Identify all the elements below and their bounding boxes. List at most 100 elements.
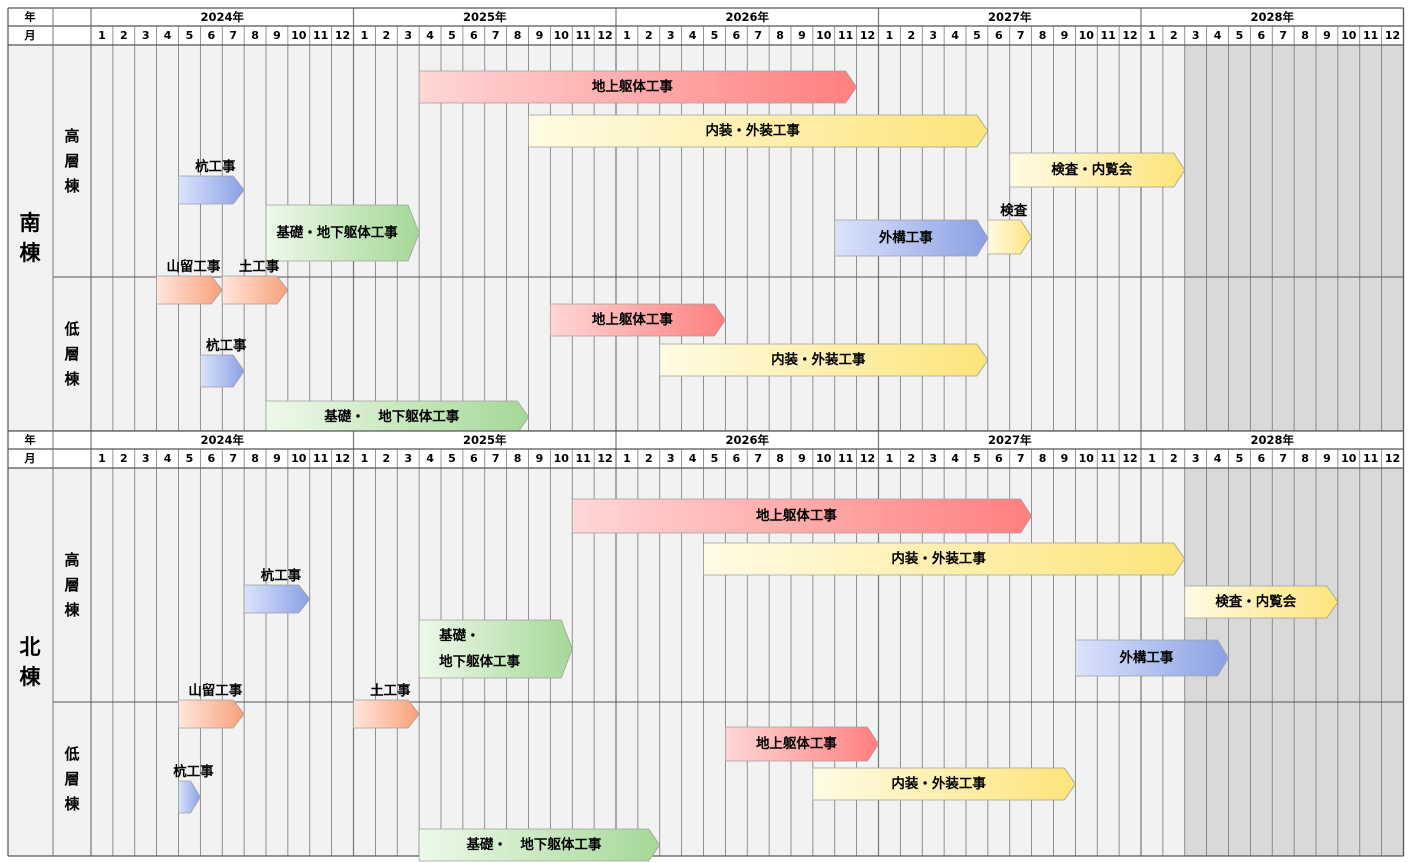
block-label: 高 xyxy=(64,551,79,569)
month-column xyxy=(616,468,638,856)
year-header-label: 年 xyxy=(25,10,36,24)
task-label: 土工事 xyxy=(239,258,280,275)
task-bar-shape[interactable] xyxy=(549,303,726,337)
block-label: 棟 xyxy=(64,370,80,388)
month-label: 2 xyxy=(645,452,653,465)
task-label: 検査 xyxy=(1000,202,1028,219)
task-label: 基礎・ 地下躯体工事 xyxy=(466,836,601,853)
task-bar-shape[interactable] xyxy=(1009,152,1186,188)
month-label: 7 xyxy=(492,29,500,42)
month-column xyxy=(287,468,310,856)
task-bar-shape[interactable] xyxy=(659,343,989,377)
task-bar[interactable]: 検査 xyxy=(987,202,1033,255)
month-label: 6 xyxy=(995,452,1003,465)
month-column xyxy=(244,45,266,431)
task-bar-shape[interactable] xyxy=(528,114,989,148)
task-bar-shape[interactable] xyxy=(724,726,879,762)
block-label: 層 xyxy=(64,345,79,363)
task-bar-shape[interactable] xyxy=(353,699,420,729)
month-label: 12 xyxy=(860,452,875,465)
month-label: 4 xyxy=(689,29,697,42)
task-bar-shape[interactable] xyxy=(571,498,1033,534)
task-bar[interactable]: 杭工事 xyxy=(178,158,245,205)
task-bar[interactable]: 地上躯体工事 xyxy=(724,726,879,762)
task-bar[interactable]: 山留工事 xyxy=(156,258,223,305)
year-label: 2027年 xyxy=(988,10,1032,24)
task-bar[interactable]: 地上躯体工事 xyxy=(571,498,1033,534)
year-label: 2024年 xyxy=(200,433,244,447)
year-header-label: 年 xyxy=(25,433,36,447)
month-label: 4 xyxy=(164,452,172,465)
task-bar[interactable]: 外構工事 xyxy=(1074,639,1229,677)
task-bar[interactable]: 検査・内覧会 xyxy=(1009,152,1186,188)
month-label: 12 xyxy=(597,29,612,42)
month-column xyxy=(1097,45,1120,431)
month-column xyxy=(91,45,113,431)
task-bar-shape[interactable] xyxy=(418,619,573,679)
task-bar[interactable]: 土工事 xyxy=(353,682,420,729)
task-bar[interactable]: 検査・内覧会 xyxy=(1184,585,1339,619)
task-bar-shape[interactable] xyxy=(243,584,311,614)
task-bar[interactable]: 地上躯体工事 xyxy=(418,70,858,104)
month-label: 11 xyxy=(313,452,328,465)
month-column xyxy=(1337,468,1360,856)
month-column xyxy=(331,468,354,856)
month-column xyxy=(441,45,463,431)
month-label: 6 xyxy=(470,452,478,465)
task-bar-shape[interactable] xyxy=(812,767,1076,801)
task-bar[interactable]: 杭工事 xyxy=(243,567,311,614)
month-column xyxy=(1316,468,1338,856)
task-bar[interactable]: 内装・外装工事 xyxy=(659,343,989,377)
task-bar[interactable]: 基礎・地下躯体工事 xyxy=(265,204,420,262)
month-label: 12 xyxy=(1122,452,1137,465)
task-bar-shape[interactable] xyxy=(156,275,223,305)
task-label: 地下躯体工事 xyxy=(439,653,520,670)
task-bar-shape[interactable] xyxy=(1074,639,1229,677)
task-bar[interactable]: 山留工事 xyxy=(178,682,245,729)
task-bar[interactable]: 基礎・ 地下躯体工事 xyxy=(418,828,661,862)
month-label: 11 xyxy=(1101,452,1116,465)
task-bar-shape[interactable] xyxy=(1184,585,1339,619)
task-bar-shape[interactable] xyxy=(987,219,1033,255)
task-bar[interactable]: 内装・外装工事 xyxy=(812,767,1076,801)
month-label: 6 xyxy=(995,29,1003,42)
block-label: 層 xyxy=(64,770,79,788)
task-bar[interactable]: 土工事 xyxy=(221,258,289,305)
month-column xyxy=(1184,45,1207,431)
task-bar-shape[interactable] xyxy=(265,204,420,262)
task-bar-shape[interactable] xyxy=(265,400,529,434)
month-label: 2 xyxy=(120,29,128,42)
month-label: 5 xyxy=(186,29,194,42)
task-bar-shape[interactable] xyxy=(178,175,245,205)
task-bar-shape[interactable] xyxy=(418,70,858,104)
task-label: 外構工事 xyxy=(879,229,933,246)
month-label: 5 xyxy=(711,452,719,465)
month-column xyxy=(244,468,266,856)
task-bar-shape[interactable] xyxy=(178,699,245,729)
month-column xyxy=(200,468,223,856)
task-bar-shape[interactable] xyxy=(178,780,201,814)
task-bar[interactable]: 外構工事 xyxy=(834,219,989,257)
month-label: 2 xyxy=(382,452,390,465)
task-label: 外構工事 xyxy=(1119,649,1173,666)
task-label: 杭工事 xyxy=(206,337,247,354)
task-bar[interactable]: 内装・外装工事 xyxy=(528,114,989,148)
month-label: 12 xyxy=(860,29,875,42)
task-bar-shape[interactable] xyxy=(418,828,661,862)
task-bar[interactable]: 内装・外装工事 xyxy=(703,542,1186,576)
task-bar-shape[interactable] xyxy=(703,542,1186,576)
task-label: 内装・外装工事 xyxy=(891,550,986,567)
building-label: 棟 xyxy=(20,665,42,689)
month-label: 10 xyxy=(816,452,832,465)
task-bar-shape[interactable] xyxy=(199,354,245,388)
task-bar[interactable]: 基礎・地下躯体工事 xyxy=(418,619,573,679)
month-label: 7 xyxy=(754,452,762,465)
task-bar-shape[interactable] xyxy=(221,275,289,305)
task-bar[interactable]: 杭工事 xyxy=(173,763,214,814)
month-label: 9 xyxy=(1323,452,1331,465)
task-bar[interactable]: 基礎・ 地下躯体工事 xyxy=(265,400,529,434)
task-bar[interactable]: 杭工事 xyxy=(199,337,247,388)
task-bar-shape[interactable] xyxy=(834,219,989,257)
task-bar[interactable]: 地上躯体工事 xyxy=(549,303,726,337)
task-label: 地上躯体工事 xyxy=(756,735,837,752)
